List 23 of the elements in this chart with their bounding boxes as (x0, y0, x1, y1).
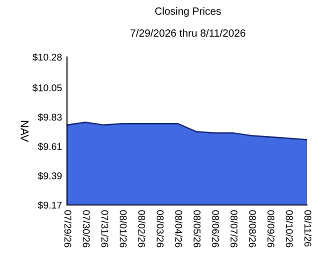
x-tick-label: 07/31/26 (101, 210, 108, 248)
x-tick-label: 08/03/26 (156, 210, 164, 248)
y-tick-label: $9.39 (38, 172, 62, 180)
x-tick-label: 08/07/26 (230, 210, 238, 248)
y-tick-label: $10.28 (32, 53, 62, 62)
x-tick-label: 08/06/26 (212, 210, 220, 248)
x-tick-label: 07/29/26 (64, 210, 72, 248)
x-tick-label: 07/30/26 (82, 210, 90, 248)
x-tick-label: 08/01/26 (120, 210, 127, 248)
x-tick-label: 08/11/26 (304, 210, 312, 247)
x-tick-label: 08/04/26 (175, 210, 182, 248)
chart-title: Closing Prices (155, 7, 221, 17)
y-tick-label: $9.61 (38, 142, 62, 151)
x-tick-label: 08/02/26 (138, 210, 146, 248)
chart-subtitle: 7/29/2026 thru 8/11/2026 (130, 29, 246, 37)
y-tick-label: $9.83 (38, 113, 62, 122)
x-tick-label: 08/09/26 (267, 210, 275, 248)
x-tick-label: 08/08/26 (249, 210, 256, 248)
x-tick-label: 08/10/26 (286, 210, 294, 248)
y-axis-title: NAV (20, 120, 28, 142)
x-tick-label: 08/05/26 (194, 210, 201, 248)
y-tick-label: $9.17 (38, 201, 62, 210)
y-tick-label: $10.05 (32, 84, 62, 92)
